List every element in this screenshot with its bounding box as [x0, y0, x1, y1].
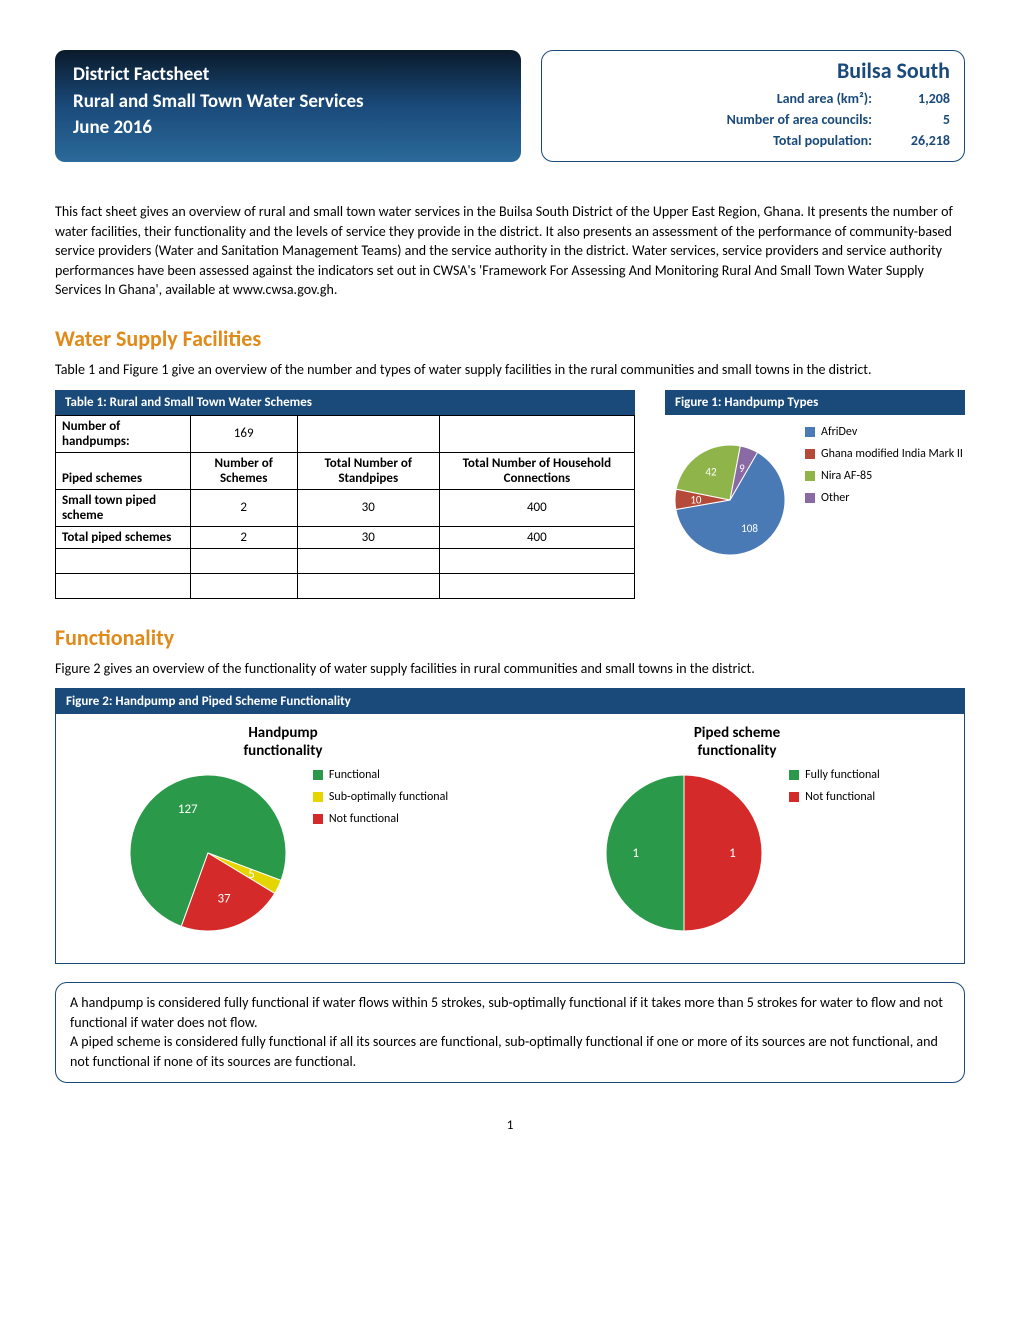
definition-handpump: A handpump is considered fully functiona… — [70, 993, 950, 1032]
figure2b-col: Piped scheme functionality 11 Fully func… — [510, 724, 964, 943]
title-box: District Factsheet Rural and Small Town … — [55, 50, 521, 162]
info-value: 26,218 — [890, 130, 950, 151]
section-water-supply-title: Water Supply Facilities — [55, 325, 965, 352]
table-cell: 2 — [190, 526, 297, 548]
handpump-label: Number of handpumps: — [56, 415, 191, 452]
legend-item: Ghana modified India Mark II — [805, 447, 963, 461]
definition-piped: A piped scheme is considered fully funct… — [70, 1032, 950, 1071]
figure1-header: Figure 1: Handpump Types — [665, 390, 965, 415]
col-schemes: Number of Schemes — [190, 452, 297, 489]
legend-item: AfriDev — [805, 425, 963, 439]
section-functionality-title: Functionality — [55, 624, 965, 651]
table1-wrap: Table 1: Rural and Small Town Water Sche… — [55, 390, 635, 599]
section1-caption: Table 1 and Figure 1 give an overview of… — [55, 360, 965, 380]
figure1-pie: 108 10 42 9 — [665, 425, 805, 575]
info-label: Land area (km²): — [777, 88, 872, 109]
figure2a-pie: 127537 — [118, 768, 298, 943]
info-label: Total population: — [773, 130, 872, 151]
title-line3: June 2016 — [73, 115, 503, 142]
figure1-legend: AfriDev Ghana modified India Mark II Nira … — [805, 425, 963, 575]
table-cell: 400 — [439, 489, 634, 526]
svg-text:108: 108 — [741, 522, 758, 535]
table-cell: 30 — [297, 489, 439, 526]
definitions-box: A handpump is considered fully functiona… — [55, 982, 965, 1082]
legend-item: Not functional — [313, 812, 448, 826]
district-name: Builsa South — [556, 57, 950, 84]
col-piped: Piped schemes — [56, 452, 191, 489]
fig2a-title1: Handpump — [248, 724, 317, 742]
info-value: 1,208 — [890, 88, 950, 109]
svg-text:42: 42 — [705, 465, 717, 478]
legend-item: Nira AF-85 — [805, 469, 963, 483]
district-info-box: Builsa South Land area (km²): 1,208 Number… — [541, 50, 965, 162]
legend-item: Other — [805, 491, 963, 505]
header-row: District Factsheet Rural and Small Town … — [55, 50, 965, 162]
figure2b-pie: 11 — [594, 768, 774, 943]
fig2b-title2: functionality — [697, 742, 776, 760]
legend-item: Sub-optimally functional — [313, 790, 448, 804]
svg-text:1: 1 — [729, 846, 736, 861]
table-row-label: Total piped schemes — [56, 526, 191, 548]
table1-header: Table 1: Rural and Small Town Water Sche… — [55, 390, 635, 415]
table-cell: 30 — [297, 526, 439, 548]
info-label: Number of area councils: — [727, 109, 872, 130]
table-figure-row: Table 1: Rural and Small Town Water Sche… — [55, 390, 965, 599]
intro-paragraph: This fact sheet gives an overview of rur… — [55, 202, 965, 300]
info-value: 5 — [890, 109, 950, 130]
schemes-table: Number of handpumps: 169 Piped schemes N… — [55, 415, 635, 599]
figure2a-col: Handpump functionality 127537 Functional… — [56, 724, 510, 943]
col-connections: Total Number of Household Connections — [439, 452, 634, 489]
handpump-value: 169 — [190, 415, 297, 452]
svg-text:127: 127 — [178, 802, 198, 817]
page-number: 1 — [55, 1118, 965, 1133]
figure2a-legend: Functional Sub-optimally functional Not fu… — [313, 768, 448, 834]
title-line2: Rural and Small Town Water Services — [73, 89, 503, 116]
figure1-box: Figure 1: Handpump Types 108 10 42 9 AfriDe… — [665, 390, 965, 599]
svg-text:10: 10 — [690, 493, 702, 506]
figure2-header: Figure 2: Handpump and Piped Scheme Func… — [56, 689, 964, 714]
table-cell: 400 — [439, 526, 634, 548]
figure2-wrap: Figure 2: Handpump and Piped Scheme Func… — [55, 688, 965, 964]
legend-item: Functional — [313, 768, 448, 782]
svg-text:9: 9 — [739, 462, 745, 475]
table-cell: 2 — [190, 489, 297, 526]
fig2a-title2: functionality — [243, 742, 322, 760]
svg-text:37: 37 — [217, 892, 231, 907]
title-line1: District Factsheet — [73, 62, 503, 89]
svg-text:1: 1 — [633, 846, 640, 861]
legend-item: Not functional — [789, 790, 880, 804]
legend-item: Fully functional — [789, 768, 880, 782]
col-standpipes: Total Number of Standpipes — [297, 452, 439, 489]
figure2b-legend: Fully functional Not functional — [789, 768, 880, 812]
section2-caption: Figure 2 gives an overview of the functi… — [55, 659, 965, 679]
fig2b-title1: Piped scheme — [694, 724, 780, 742]
table-row-label: Small town piped scheme — [56, 489, 191, 526]
